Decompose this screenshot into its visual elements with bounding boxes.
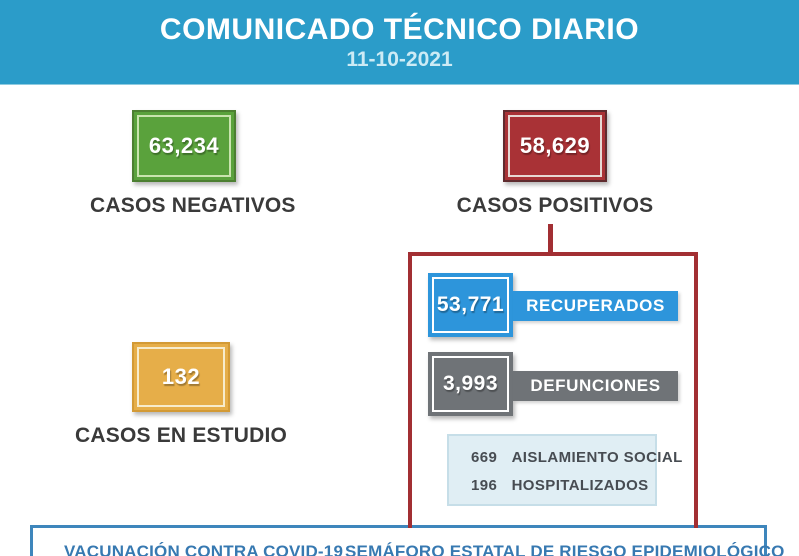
hospitalized-label: HOSPITALIZADOS (511, 477, 649, 494)
deaths-label: DEFUNCIONES (513, 371, 678, 401)
negative-cases-value: 63,234 (148, 133, 220, 158)
social-isolation-label: AISLAMIENTO SOCIAL (511, 449, 683, 466)
hospitalized-line: 196 HOSPITALIZADOS (471, 477, 655, 494)
active-cases-detail-box: 669 AISLAMIENTO SOCIAL 196 HOSPITALIZADO… (447, 434, 682, 506)
connector-line (548, 224, 553, 254)
hospitalized-value: 196 (471, 477, 498, 494)
positive-cases-breakdown-panel: 53,771 RECUPERADOS 3,993 DEFUNCIONES 669… (408, 252, 698, 528)
header-banner: COMUNICADO TÉCNICO DIARIO 11-10-2021 (0, 0, 799, 85)
report-date: 11-10-2021 (346, 48, 453, 71)
recovered-value: 53,771 (436, 293, 505, 316)
footer-section: VACUNACIÓN CONTRA COVID-19 SEMÁFORO ESTA… (30, 525, 784, 556)
cases-under-study-card: 132 (132, 342, 230, 412)
positive-cases-label: CASOS POSITIVOS (456, 194, 654, 217)
positive-cases-card: 58,629 (503, 110, 607, 182)
cases-under-study-value: 132 (161, 364, 201, 389)
social-isolation-value: 669 (471, 449, 498, 466)
negative-cases-label: CASOS NEGATIVOS (90, 194, 296, 217)
recovered-card: 53,771 (428, 273, 513, 337)
social-isolation-line: 669 AISLAMIENTO SOCIAL (471, 449, 682, 466)
deaths-card: 3,993 (428, 352, 513, 416)
positive-cases-value: 58,629 (519, 133, 591, 158)
page-title: COMUNICADO TÉCNICO DIARIO (159, 13, 640, 46)
vaccination-section-title: VACUNACIÓN CONTRA COVID-19 (64, 542, 344, 556)
epidemiological-traffic-light-title: SEMÁFORO ESTATAL DE RIESGO EPIDEMIOLÓGIC… (345, 542, 785, 556)
negative-cases-card: 63,234 (132, 110, 236, 182)
deaths-value: 3,993 (442, 372, 499, 395)
cases-under-study-label: CASOS EN ESTUDIO (75, 424, 288, 447)
recovered-label: RECUPERADOS (513, 291, 678, 321)
